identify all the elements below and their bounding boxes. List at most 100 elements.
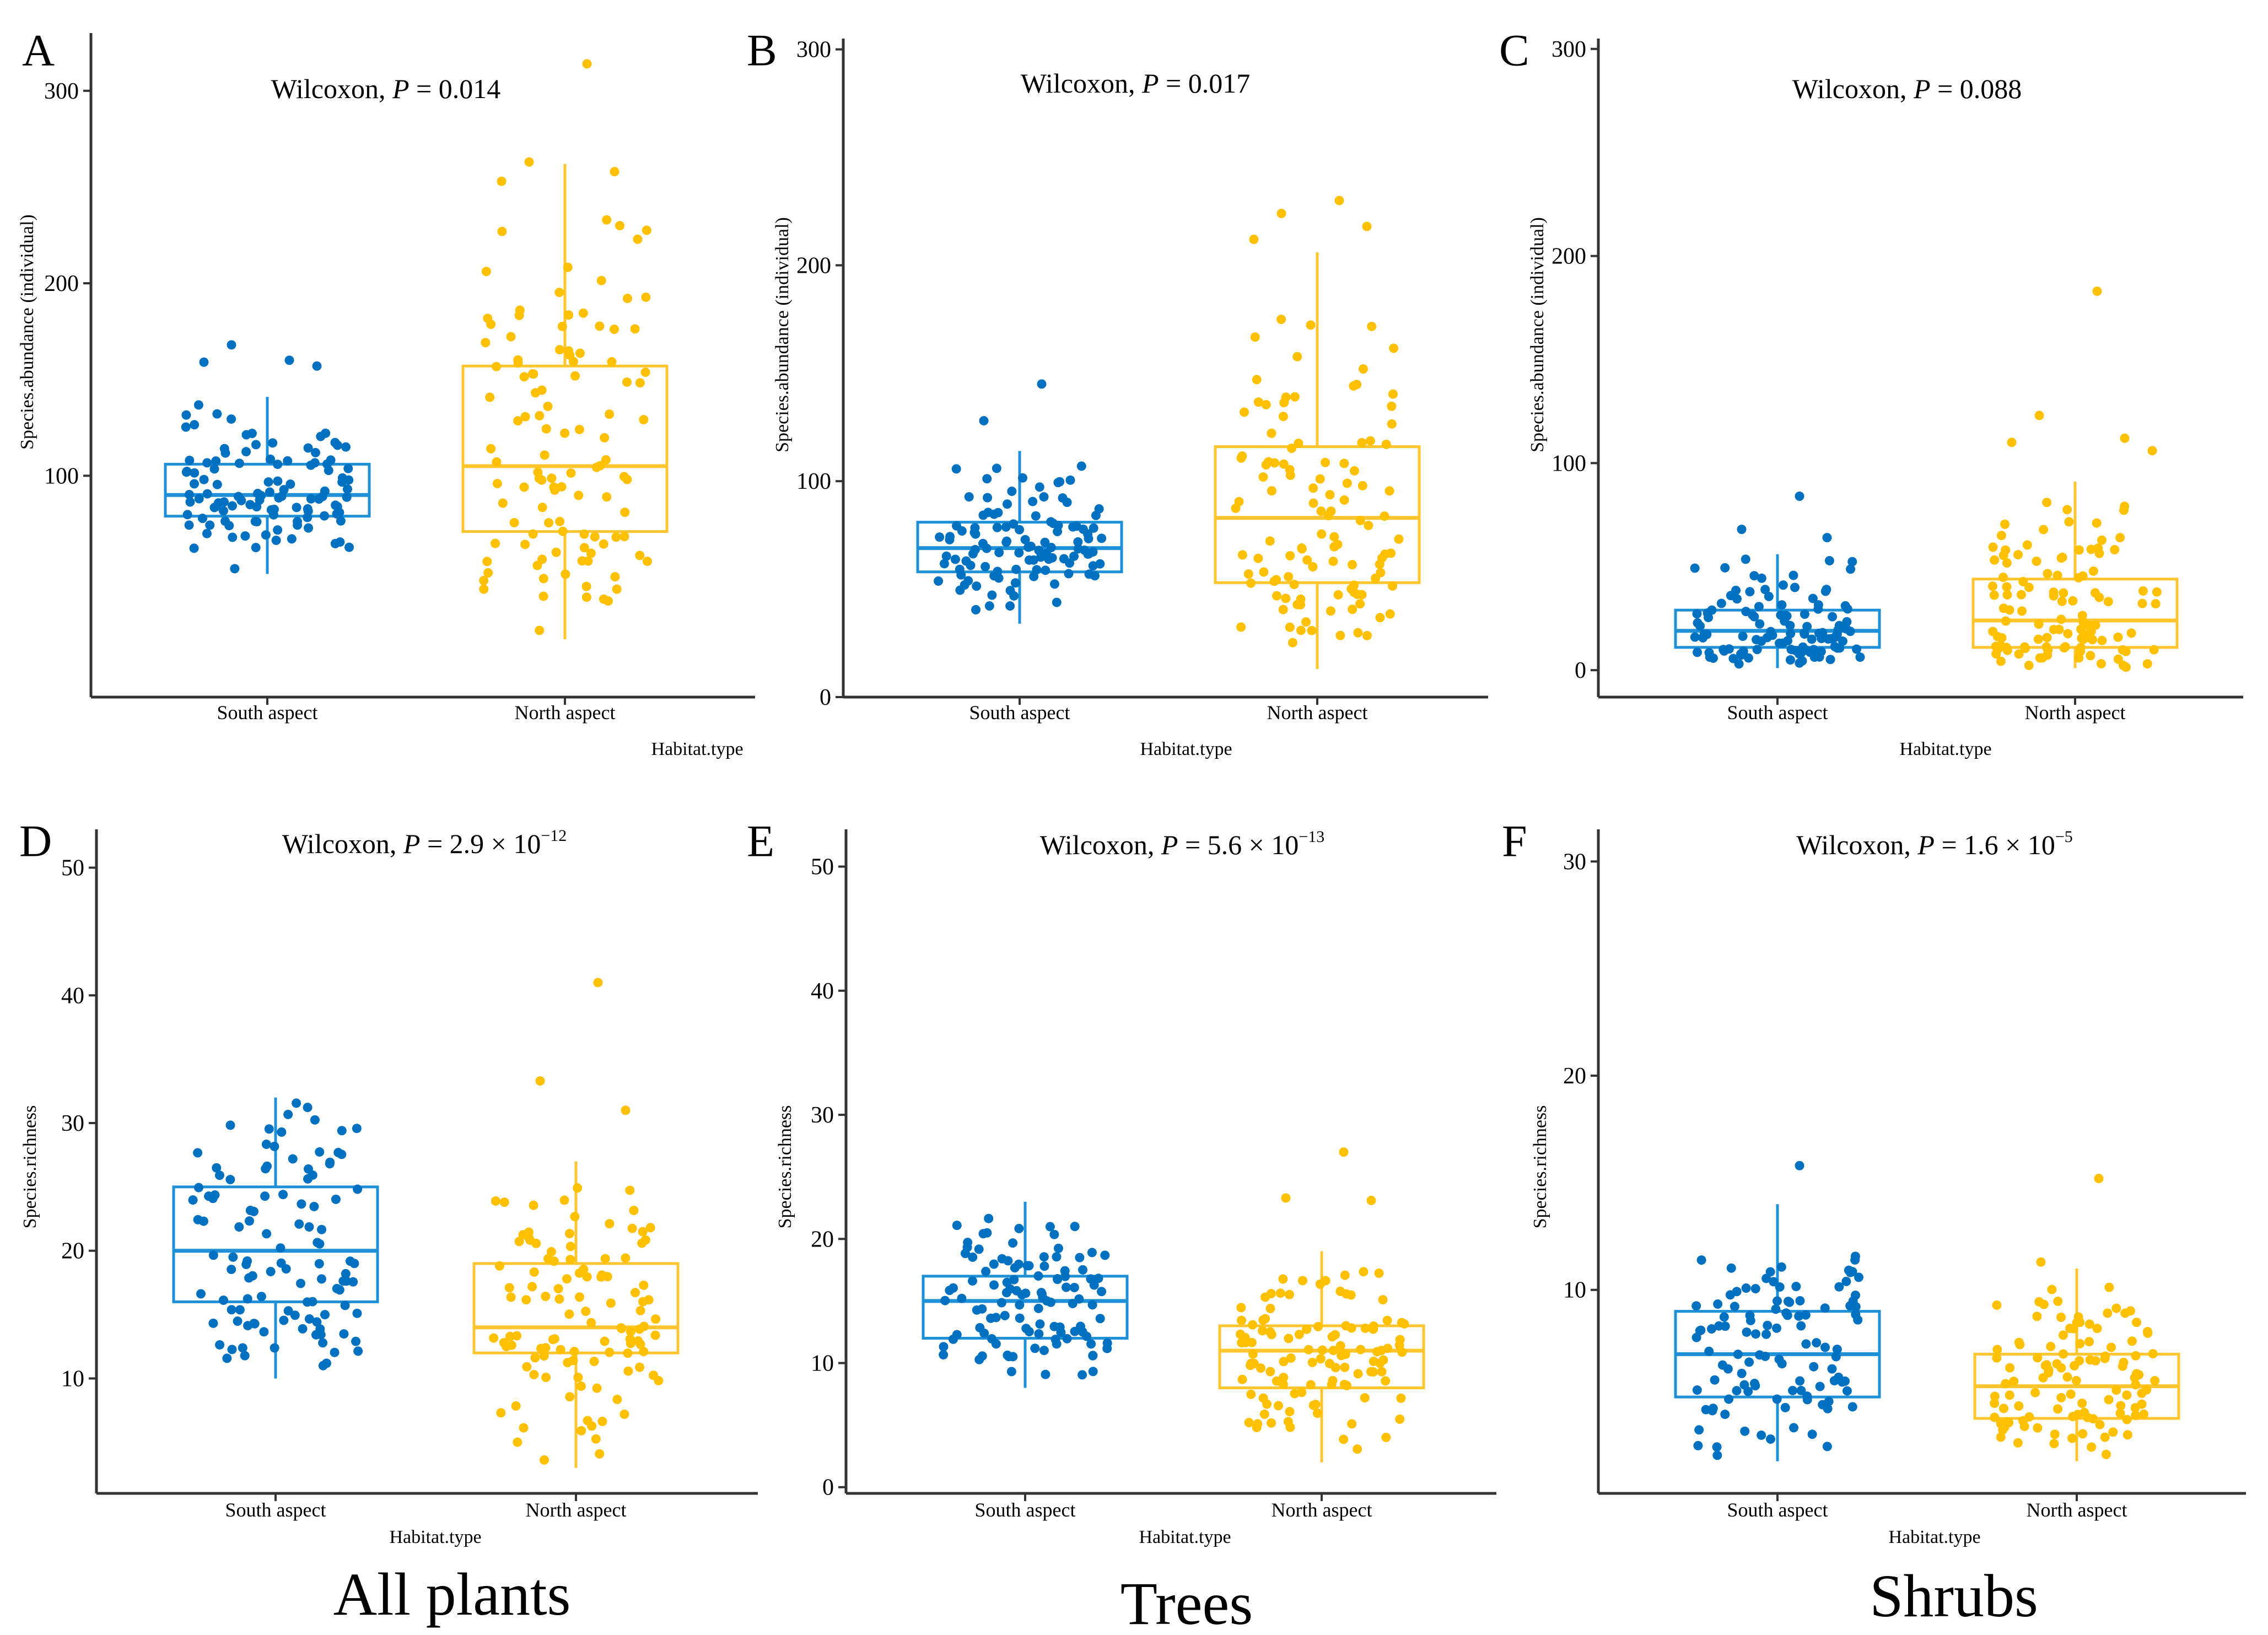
data-point [509, 517, 519, 527]
data-point [1340, 1270, 1350, 1280]
data-point [2063, 629, 2073, 639]
data-point [1771, 1304, 1781, 1314]
data-point [225, 1175, 235, 1185]
data-point [514, 310, 524, 320]
data-point [1308, 483, 1318, 493]
data-point [1795, 1296, 1805, 1306]
y-tick-label: 40 [61, 983, 84, 1008]
data-point [640, 367, 650, 377]
data-point [353, 1184, 363, 1194]
data-point [2030, 1388, 2040, 1397]
data-point [1068, 1299, 1078, 1309]
data-point [1346, 1290, 1356, 1300]
data-point [1378, 1295, 1388, 1305]
data-point [251, 543, 261, 553]
data-point [1387, 419, 1397, 429]
data-point [1333, 539, 1343, 549]
data-point [1006, 1367, 1016, 1377]
data-point [1346, 584, 1356, 594]
data-point-extreme [2092, 286, 2102, 296]
data-point-extreme [227, 340, 236, 350]
data-point [1094, 504, 1104, 514]
data-point [1308, 562, 1318, 571]
data-point [529, 1267, 539, 1277]
data-point [1778, 580, 1788, 590]
data-point [1395, 1414, 1405, 1424]
data-point [1757, 1430, 1766, 1440]
data-point [1273, 1401, 1283, 1411]
data-point [2022, 540, 2032, 550]
stat-annotation: Wilcoxon, P = 0.014 [271, 73, 500, 104]
data-point [1068, 522, 1078, 532]
data-point [2015, 1340, 2025, 1350]
data-point [1693, 647, 1703, 657]
data-point [1034, 546, 1044, 555]
data-point [619, 1409, 629, 1419]
data-point [561, 569, 570, 579]
data-point [292, 503, 301, 512]
data-point [1015, 525, 1025, 535]
south-aspect-series [1674, 1161, 1881, 1461]
data-point [1308, 498, 1318, 508]
data-point [303, 504, 313, 514]
data-point-extreme [284, 355, 294, 365]
data-point [228, 1252, 238, 1262]
data-point [1001, 522, 1011, 532]
data-point [1036, 1288, 1046, 1298]
data-point [1691, 1332, 1701, 1342]
y-tick-label: 100 [44, 463, 79, 489]
data-point [1011, 564, 1021, 574]
data-point [543, 401, 553, 411]
data-point [290, 1310, 300, 1320]
data-point [981, 1266, 991, 1276]
data-point [2039, 1299, 2049, 1309]
data-point [238, 1343, 247, 1353]
data-point [1317, 529, 1327, 539]
data-point [540, 450, 550, 460]
y-tick-label: 300 [44, 79, 79, 104]
data-point [539, 1351, 549, 1361]
north-aspect-series [461, 59, 669, 640]
data-point [1780, 616, 1790, 626]
data-point [1243, 569, 1253, 579]
data-point [2075, 1339, 2085, 1348]
data-point [1102, 1343, 1112, 1353]
y-tick-label: 20 [1563, 1064, 1586, 1089]
data-point [1754, 602, 1764, 612]
x-tick-label: South aspect [225, 1499, 326, 1521]
data-point [259, 1327, 269, 1337]
data-point [1801, 645, 1811, 655]
data-point [1743, 1386, 1753, 1396]
data-point [1086, 1274, 1096, 1284]
data-point-extreme [1334, 196, 1344, 206]
data-point [578, 308, 588, 318]
data-point [1757, 573, 1766, 583]
data-point [1265, 1367, 1275, 1377]
data-point [2001, 545, 2011, 555]
data-point [1284, 1289, 1294, 1299]
data-point [1352, 380, 1362, 390]
data-point [522, 1362, 532, 1372]
data-point [1381, 1376, 1391, 1386]
data-point [2094, 592, 2104, 602]
y-tick-label: 100 [1551, 451, 1586, 476]
data-point [1822, 1442, 1832, 1451]
data-point [554, 288, 564, 298]
data-point [1023, 542, 1033, 552]
data-point [1340, 1350, 1350, 1359]
data-point [1030, 1343, 1040, 1353]
data-point [996, 1298, 1006, 1308]
data-point-extreme [610, 166, 619, 176]
data-point [1816, 646, 1826, 656]
y-tick-label: 100 [796, 469, 831, 494]
stat-value: = 0.017 [1159, 68, 1251, 99]
data-point [1843, 604, 1852, 614]
data-point-extreme [979, 416, 989, 425]
data-point [565, 1242, 575, 1251]
data-point [342, 484, 352, 494]
data-point [1086, 1339, 1096, 1349]
data-point [595, 1449, 605, 1459]
data-point [2108, 1427, 2118, 1437]
data-point [190, 420, 200, 430]
data-point [218, 1295, 228, 1305]
